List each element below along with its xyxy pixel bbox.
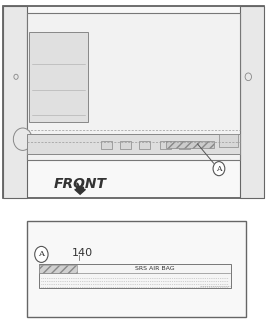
Bar [3, 6, 264, 198]
Bar [219, 134, 238, 147]
FancyArrow shape [75, 187, 85, 194]
Bar [101, 141, 112, 149]
Bar [39, 264, 231, 288]
Bar [27, 134, 240, 154]
Bar [27, 221, 246, 317]
Text: A: A [38, 251, 44, 259]
Bar [139, 141, 150, 149]
Bar [166, 141, 214, 148]
Bar [27, 13, 240, 160]
Bar [240, 6, 264, 198]
Bar [120, 141, 131, 149]
Bar [29, 32, 88, 122]
Circle shape [13, 128, 32, 150]
Text: 140: 140 [72, 248, 93, 258]
Bar [39, 265, 77, 273]
Bar [3, 6, 27, 198]
Text: SRS AIR BAG: SRS AIR BAG [135, 266, 175, 271]
Text: A: A [216, 165, 222, 173]
Circle shape [14, 74, 18, 79]
Circle shape [35, 246, 48, 262]
Bar [160, 141, 171, 149]
Text: FRONT: FRONT [54, 177, 107, 191]
Bar [179, 141, 190, 149]
Circle shape [213, 162, 225, 176]
Circle shape [245, 73, 252, 81]
